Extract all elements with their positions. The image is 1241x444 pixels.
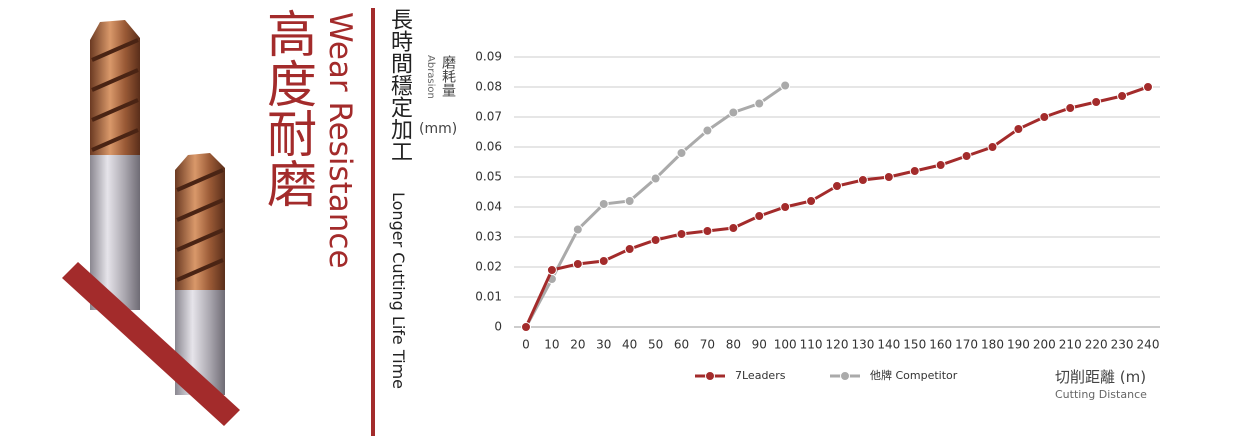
data-point: [1117, 91, 1128, 101]
data-point: [598, 256, 609, 266]
legend-label: 他牌 Competitor: [870, 368, 958, 382]
x-tick-label: 120: [826, 338, 849, 352]
x-tick-label: 50: [648, 338, 663, 352]
x-tick-label: 60: [674, 338, 689, 352]
x-tick-label: 180: [981, 338, 1004, 352]
x-tick-label: 30: [596, 338, 611, 352]
x-tick-label: 200: [1033, 338, 1056, 352]
y-tick-label: 0.01: [475, 290, 502, 304]
banner-subtitle-en: Longer Cutting Life Time: [389, 192, 408, 389]
y-tick-label: 0.05: [475, 170, 502, 184]
x-tick-label: 230: [1111, 338, 1134, 352]
data-point: [676, 148, 687, 158]
data-point: [598, 199, 609, 209]
x-tick-label: 80: [726, 338, 741, 352]
data-point: [702, 226, 713, 236]
data-point: [987, 142, 998, 152]
data-point: [961, 151, 972, 161]
data-point: [1013, 124, 1024, 134]
x-tick-label: 110: [800, 338, 823, 352]
x-tick-label: 90: [752, 338, 767, 352]
x-tick-label: 70: [700, 338, 715, 352]
x-tick-label: 10: [544, 338, 559, 352]
y-tick-label: 0: [494, 320, 502, 334]
data-point: [572, 224, 583, 235]
data-point: [521, 322, 531, 332]
x-tick-label: 130: [851, 338, 874, 352]
data-point: [780, 202, 791, 212]
data-point: [1065, 103, 1076, 113]
data-point: [883, 172, 894, 182]
y-tick-label: 0.02: [475, 260, 502, 274]
x-tick-label: 190: [1007, 338, 1030, 352]
data-point: [857, 175, 868, 185]
banner-title-en: Wear Resistance: [322, 12, 358, 269]
x-tick-label: 140: [877, 338, 900, 352]
legend-label: 7Leaders: [735, 369, 786, 382]
legend-marker: [840, 371, 850, 381]
data-point: [650, 235, 661, 245]
data-point: [832, 181, 842, 191]
series-line: [524, 84, 787, 328]
data-point: [702, 125, 713, 136]
y-tick-label: 0.09: [475, 50, 502, 64]
data-point: [935, 160, 946, 170]
data-point: [1039, 112, 1050, 122]
data-point: [1091, 97, 1102, 107]
legend: 7Leaders 他牌 Competitor: [695, 368, 958, 382]
banner-subtitle-cjk: 長時間穩定加工: [387, 8, 412, 162]
data-point: [624, 196, 635, 206]
x-tick-label: 20: [570, 338, 585, 352]
data-point: [754, 211, 765, 221]
y-tick-label: 0.08: [475, 80, 502, 94]
y-tick-label: 0.06: [475, 140, 502, 154]
data-point: [780, 80, 791, 91]
y-tick-label: 0.07: [475, 110, 502, 124]
banner-title-cjk: 高度耐磨: [259, 8, 317, 208]
data-point: [572, 259, 583, 269]
data-point: [806, 196, 817, 206]
y-tick-label: 0.04: [475, 200, 502, 214]
legend-marker: [705, 371, 715, 381]
x-tick-label: 150: [903, 338, 926, 352]
y-axis-label-cjk: 磨耗量: [440, 55, 456, 97]
data-point: [650, 173, 661, 184]
tool-illustration: [62, 20, 240, 426]
data-point: [546, 265, 557, 275]
data-point: [754, 98, 765, 109]
x-axis-label-cjk: 切削距離 (m): [1055, 368, 1147, 386]
x-tick-label: 40: [622, 338, 637, 352]
x-tick-label: 100: [774, 338, 797, 352]
x-tick-label: 160: [929, 338, 952, 352]
data-point: [909, 166, 920, 176]
data-point: [624, 244, 635, 254]
y-axis-label-en: Abrasion: [425, 55, 436, 99]
y-axis-label-unit: (mm): [419, 121, 458, 137]
data-point: [676, 229, 687, 239]
data-point: [1143, 82, 1153, 92]
x-tick-label: 240: [1137, 338, 1160, 352]
x-axis-label-en: Cutting Distance: [1055, 388, 1147, 401]
x-tick-label: 0: [522, 338, 530, 352]
data-point: [728, 107, 739, 118]
x-tick-label: 210: [1059, 338, 1082, 352]
data-point: [728, 223, 739, 233]
y-tick-label: 0.03: [475, 230, 502, 244]
x-tick-label: 220: [1085, 338, 1108, 352]
x-tick-label: 170: [955, 338, 978, 352]
